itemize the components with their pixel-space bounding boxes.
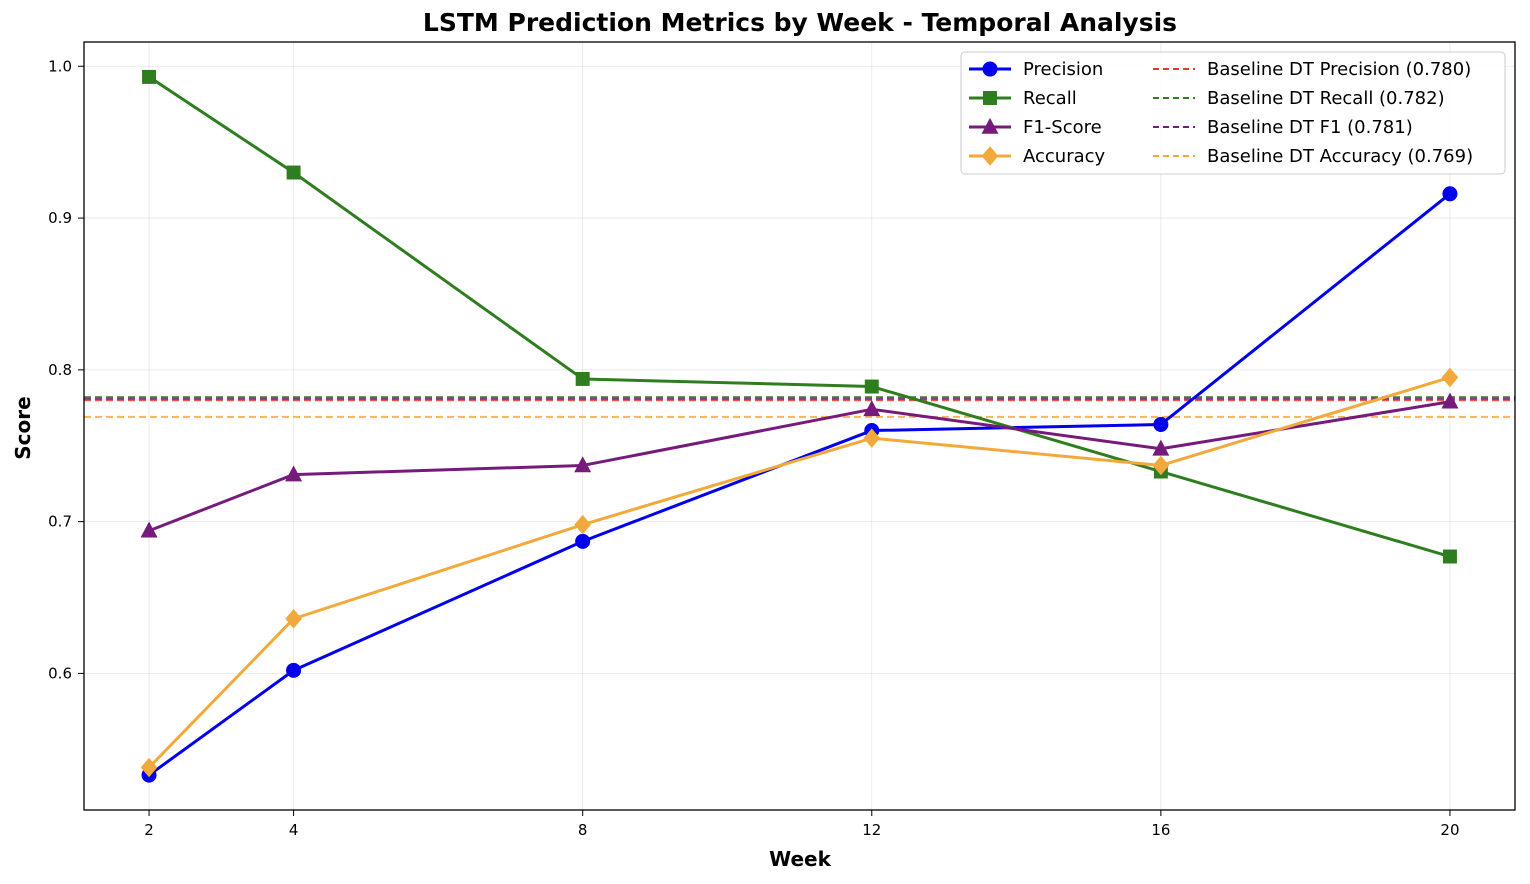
data-point [1442,186,1458,202]
legend-item: Baseline DT Accuracy (0.769) [1153,146,1473,167]
series-lines [140,69,1459,783]
data-point [1441,392,1459,409]
legend-label: Precision [1023,59,1103,80]
series-line [147,375,1451,769]
legend-marker [983,91,997,105]
series-precision [141,186,1458,783]
legend-item: Recall [969,88,1077,109]
x-tick-label: 16 [1151,821,1170,839]
y-tick-label: 0.9 [48,209,72,227]
data-point [1152,439,1170,456]
x-tick-label: 20 [1440,821,1459,839]
series-line [148,192,1451,777]
data-point [575,533,591,549]
legend-label: Baseline DT Recall (0.782) [1207,88,1445,109]
series-line [148,400,1451,533]
legend-marker [981,146,999,166]
data-point [575,371,590,386]
y-axis-label: Score [11,396,35,459]
data-point [574,456,592,473]
series-recall [142,69,1457,564]
legend-item: F1-Score [969,117,1102,138]
legend-item: Precision [969,59,1103,80]
legend-item: Baseline DT Recall (0.782) [1153,88,1445,109]
data-point [286,165,301,180]
data-point [140,757,158,778]
y-tick-label: 0.6 [48,664,72,682]
legend-label: Accuracy [1023,146,1106,167]
legend-box [960,51,1506,175]
series-accuracy [140,367,1459,778]
data-point [285,608,302,629]
plot-frame [83,41,1516,811]
data-point [285,465,303,482]
legend-label: Recall [1023,88,1077,109]
data-point [1441,367,1459,388]
data-point [1152,455,1170,476]
data-point [864,379,879,394]
data-point [1442,549,1457,564]
x-tick-label: 12 [862,821,881,839]
legend-label: Baseline DT Accuracy (0.769) [1207,146,1473,167]
data-point [863,400,881,417]
legend-item: Baseline DT Precision (0.780) [1153,59,1471,80]
legend-item: Accuracy [969,146,1106,167]
legend-label: Baseline DT Precision (0.780) [1207,59,1471,80]
legend-marker [981,117,999,134]
x-axis-label: Week [769,847,831,871]
data-point [1153,416,1169,433]
series-f1-score [140,392,1459,538]
y-tick-label: 1.0 [48,57,72,75]
legend-label: Baseline DT F1 (0.781) [1207,117,1413,138]
data-point [574,514,591,535]
axis-ticks: 2 4 8 12 16 20 0.6 0.7 0.8 0.9 1.0 [48,57,1459,839]
baseline-lines [84,396,1515,418]
legend-item: Baseline DT F1 (0.781) [1153,117,1413,138]
data-point [863,428,881,448]
data-point [286,662,302,678]
legend: Precision Recall F1-Score Accuracy Baseline … [960,51,1506,175]
y-tick-label: 0.8 [48,361,72,379]
data-point [140,521,158,538]
x-tick-label: 8 [578,821,588,839]
x-tick-label: 4 [289,821,299,839]
legend-marker [982,61,998,77]
x-tick-label: 2 [144,821,154,839]
data-point [142,69,157,84]
y-tick-label: 0.7 [48,513,72,531]
legend-label: F1-Score [1023,117,1102,138]
chart-title: LSTM Prediction Metrics by Week - Tempor… [423,8,1177,37]
series-line [148,75,1451,558]
